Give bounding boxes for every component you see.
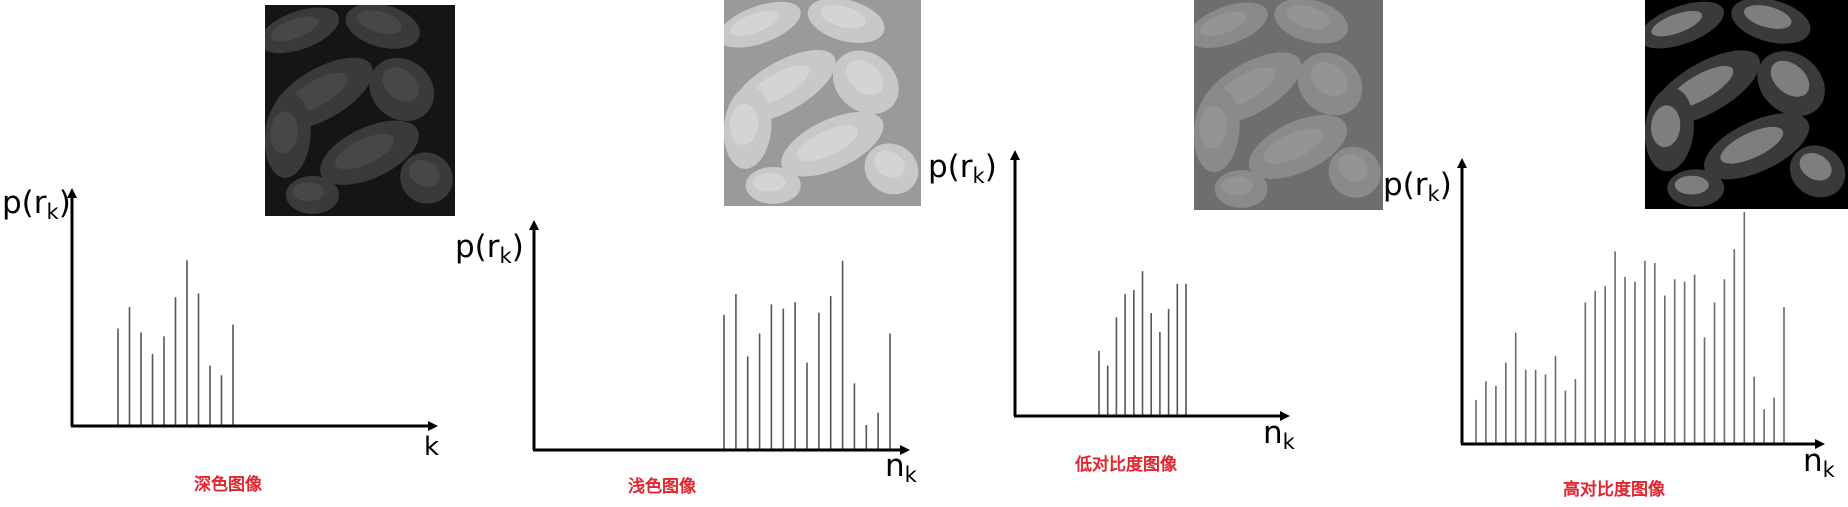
thumbnail-high-contrast-image bbox=[1645, 0, 1848, 209]
thumbnail-dark-image bbox=[265, 5, 455, 216]
thumbnail-low-contrast-image bbox=[1194, 0, 1383, 210]
caption-dark-image: 深色图像 bbox=[194, 475, 262, 495]
thumbnail-drawing bbox=[265, 5, 455, 216]
thumbnail-drawing bbox=[1194, 0, 1383, 210]
y-axis-label-light: p(rk) bbox=[455, 229, 524, 268]
y-axis-label-low-contrast: p(rk) bbox=[928, 149, 997, 188]
x-axis-label-low-contrast: nk bbox=[1263, 415, 1295, 454]
histogram-high-contrast bbox=[1457, 158, 1825, 449]
thumbnail-drawing bbox=[724, 0, 921, 206]
y-axis-arrowhead bbox=[1010, 150, 1020, 160]
histogram-light bbox=[529, 220, 910, 455]
x-axis-label-high-contrast: nk bbox=[1803, 443, 1835, 482]
x-axis-arrowhead bbox=[1280, 411, 1290, 421]
histogram-dark bbox=[67, 188, 438, 431]
x-axis-arrowhead bbox=[900, 445, 910, 455]
y-axis-arrowhead bbox=[1457, 158, 1467, 168]
y-axis-arrowhead bbox=[67, 188, 77, 198]
x-axis-label-dark: k bbox=[424, 432, 440, 462]
y-axis-arrowhead bbox=[529, 220, 539, 230]
x-axis-label-light: nk bbox=[885, 448, 917, 487]
caption-light-image: 浅色图像 bbox=[628, 477, 696, 497]
x-axis-arrowhead bbox=[1815, 439, 1825, 449]
caption-low-contrast-image: 低对比度图像 bbox=[1075, 455, 1177, 475]
y-axis-label-high-contrast: p(rk) bbox=[1383, 167, 1452, 206]
histogram-low-contrast bbox=[1010, 150, 1290, 421]
thumbnail-drawing bbox=[1645, 0, 1848, 209]
thumbnail-light-image bbox=[724, 0, 921, 206]
y-axis-label-dark: p(rk) bbox=[2, 185, 71, 224]
x-axis-arrowhead bbox=[428, 421, 438, 431]
caption-high-contrast-image: 高对比度图像 bbox=[1563, 480, 1665, 500]
